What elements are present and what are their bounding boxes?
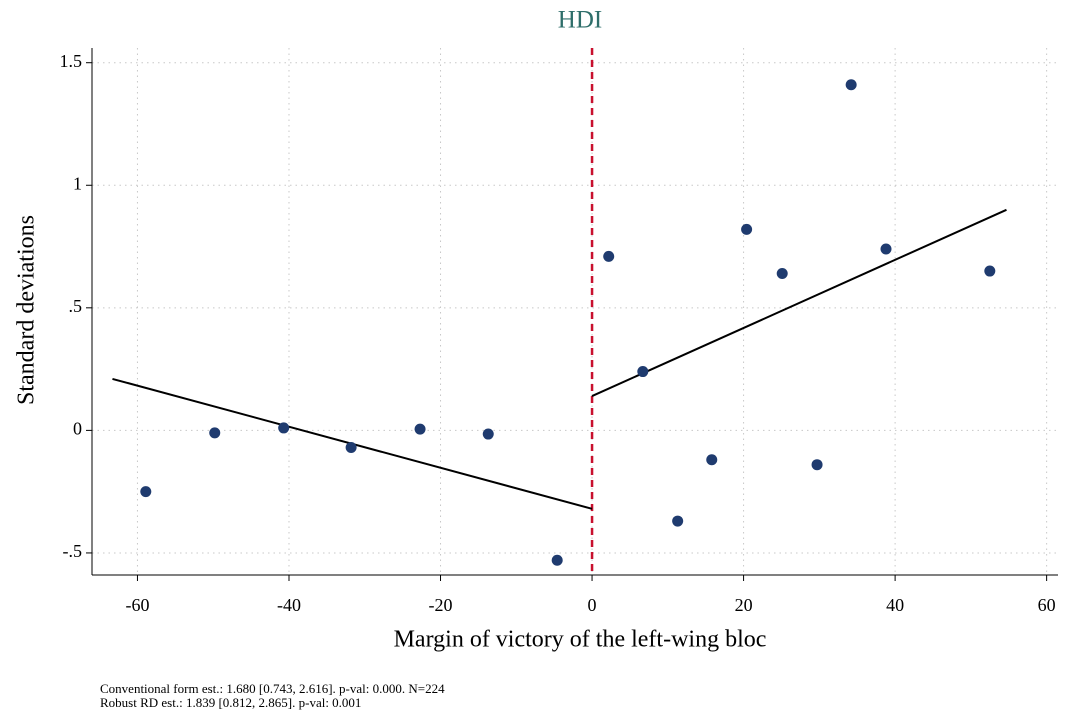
fit-line: [591, 208, 1007, 397]
y-axis-label: Standard deviations: [14, 215, 40, 405]
point: [345, 442, 357, 454]
y-tick-label: .5: [69, 296, 83, 316]
point: [845, 79, 857, 91]
point: [278, 422, 290, 434]
point: [637, 366, 649, 378]
point: [811, 459, 823, 471]
x-tick-label: 20: [735, 595, 753, 615]
point: [880, 243, 892, 255]
point: [414, 423, 426, 435]
point: [706, 454, 718, 466]
point: [984, 265, 996, 277]
point: [603, 250, 615, 262]
x-tick-label: 0: [588, 595, 597, 615]
y-tick-label: 1: [73, 173, 82, 193]
chart-title: HDI: [558, 7, 602, 34]
x-tick-label: -60: [125, 595, 149, 615]
x-tick-label: -20: [429, 595, 453, 615]
point: [482, 428, 494, 440]
point: [140, 486, 152, 498]
y-tick-label: 1.5: [60, 51, 83, 71]
x-tick-label: 40: [886, 595, 904, 615]
y-tick-label: 0: [73, 419, 82, 439]
x-axis-label: Margin of victory of the left-wing bloc: [394, 627, 767, 653]
note: Conventional form est.: 1.680 [0.743, 2.…: [100, 681, 445, 696]
x-tick-label: -40: [277, 595, 301, 615]
note: Robust RD est.: 1.839 [0.812, 2.865]. p-…: [100, 695, 361, 710]
point: [551, 554, 563, 566]
point: [209, 427, 221, 439]
y-tick-label: -.5: [63, 541, 83, 561]
point: [776, 268, 788, 280]
x-tick-label: 60: [1038, 595, 1056, 615]
point: [672, 515, 684, 527]
point: [741, 223, 753, 235]
